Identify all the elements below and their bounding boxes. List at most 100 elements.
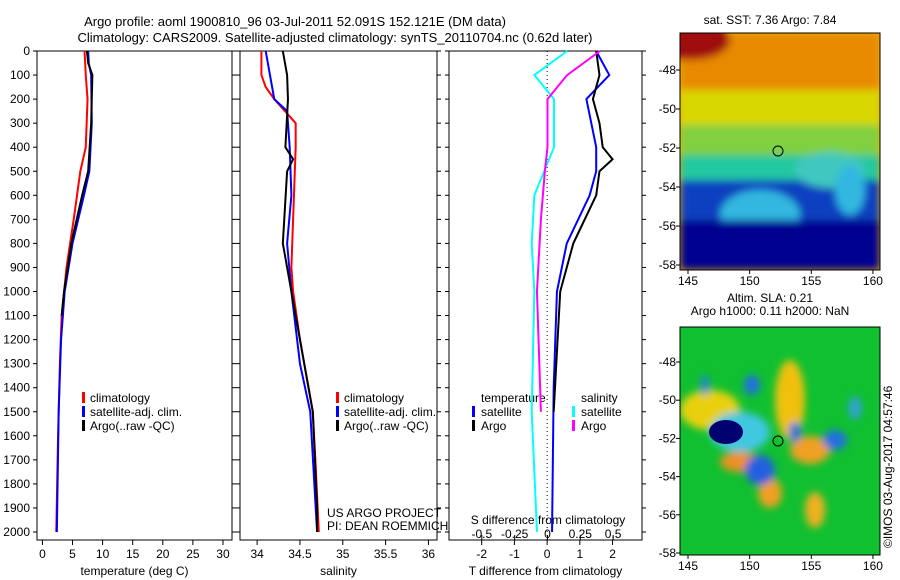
x-tick-label: 25 [186,547,200,561]
lat-tick-label: -56 [659,508,677,522]
legend-swatch [82,420,85,431]
y-tick-label: 100 [10,68,30,82]
s-axis-label: S difference from climatology [471,513,626,527]
sst-map [680,33,880,270]
argo-location-marker [772,435,784,447]
y-tick-label: 800 [10,236,30,250]
x2-tick-label: -0.5 [471,527,492,541]
y-tick-label: 0 [23,44,30,58]
x-tick-label: 30 [216,547,230,561]
chart-subtitle: Climatology: CARS2009. Satellite-adjuste… [78,30,593,45]
lon-tick-label: 160 [863,274,883,288]
x-tick-label: 34.5 [288,547,312,561]
y-tick-label: 1100 [4,309,30,323]
legend-swatch [82,406,85,417]
x2-tick-label: -0.25 [501,527,529,541]
legend-swatch [472,420,475,431]
lat-tick-label: -56 [659,219,677,233]
lat-tick-label: -58 [659,258,677,272]
y-tick-label: 300 [10,116,30,130]
x2-tick-label: 0 [544,527,551,541]
y-tick-label: 1000 [3,285,30,299]
plot-frame-1 [239,50,438,541]
y-tick-label: 600 [10,188,30,202]
x-tick-label: 36 [422,547,436,561]
series-line-t-argo [552,50,614,412]
legend-swatch [336,420,339,431]
sla-map-subtitle: Argo h1000: 0.11 h2000: NaN [691,304,850,318]
x-tick-label: 5 [69,547,76,561]
legend-swatch [572,406,575,417]
x-tick-label: 2 [609,547,616,561]
sla-map [680,327,880,555]
lon-tick-label: 155 [801,559,821,573]
series-line-climatology [55,50,89,533]
series-line-s-argo [535,50,601,412]
series-line-s-satellite [530,50,568,533]
legend-swatch [572,420,575,431]
x-axis-label: T difference from climatology [469,564,623,578]
series-line-argo-raw-qc- [60,50,94,316]
legend-swatch [336,406,339,417]
argo-location-marker [772,145,784,157]
series-line-climatology [260,51,320,533]
series-line-satellite-adj-clim- [264,50,319,533]
x-tick-label: 34 [250,547,264,561]
legend-label: satellite-adj. clim. [344,405,436,419]
y-tick-label: 1400 [3,381,30,395]
sst-map-title: sat. SST: 7.36 Argo: 7.84 [704,13,837,27]
y-tick-label: 1500 [3,405,30,419]
legend-label: climatology [344,391,404,405]
lon-tick-label: 150 [740,559,760,573]
lat-tick-label: -50 [659,393,677,407]
chart-title: Argo profile: aoml 1900810_96 03-Jul-201… [84,14,506,29]
legend-label: climatology [90,391,150,405]
x-tick-label: 0 [39,547,46,561]
lat-tick-label: -48 [659,355,677,369]
series-line-t-satellite [551,50,611,533]
legend-label: Argo(..raw -QC) [344,419,429,433]
lon-tick-label: 150 [740,274,760,288]
x-tick-label: 15 [126,547,140,561]
series-line-argo-raw-qc- [281,50,319,532]
project-label: US ARGO PROJECT [327,506,442,520]
y-tick-label: 1800 [3,477,30,491]
x-axis-label: salinity [320,564,357,578]
y-tick-label: 200 [10,92,30,106]
legend-label: Argo(..raw -QC) [90,419,175,433]
legend-s-satellite: satellite [581,405,622,419]
lon-tick-label: 145 [678,559,698,573]
y-tick-label: 1900 [3,501,30,515]
lat-tick-label: -52 [659,141,677,155]
x2-tick-label: 0.5 [605,527,622,541]
lat-tick-label: -58 [659,546,677,560]
sla-map-title: Altim. SLA: 0.21 [727,291,813,305]
lon-tick-label: 160 [863,559,883,573]
y-tick-label: 1200 [3,333,30,347]
pi-label: PI: DEAN ROEMMICH [327,519,448,533]
lat-tick-label: -54 [659,470,677,484]
lat-tick-label: -52 [659,431,677,445]
legend-t-satellite: satellite [481,405,522,419]
x-tick-label: 0 [544,547,551,561]
y-tick-label: 1600 [3,429,30,443]
legend-temperature-title: temperature [481,391,546,405]
y-tick-label: 1700 [3,453,30,467]
x-tick-label: 1 [577,547,584,561]
lat-tick-label: -50 [659,102,677,116]
x-tick-label: -2 [476,547,487,561]
y-tick-label: 1300 [3,357,30,371]
lat-tick-label: -54 [659,180,677,194]
x-tick-label: 20 [156,547,170,561]
x-tick-label: 10 [96,547,110,561]
lon-tick-label: 155 [801,274,821,288]
legend-swatch [82,392,85,403]
legend-t-argo: Argo [481,419,507,433]
plot-frame-0 [36,50,233,541]
legend-swatch [336,392,339,403]
legend-label: satellite-adj. clim. [90,405,182,419]
y-tick-label: 2000 [3,525,30,539]
legend-s-argo: Argo [581,419,607,433]
plot-frame-2 [448,50,643,541]
